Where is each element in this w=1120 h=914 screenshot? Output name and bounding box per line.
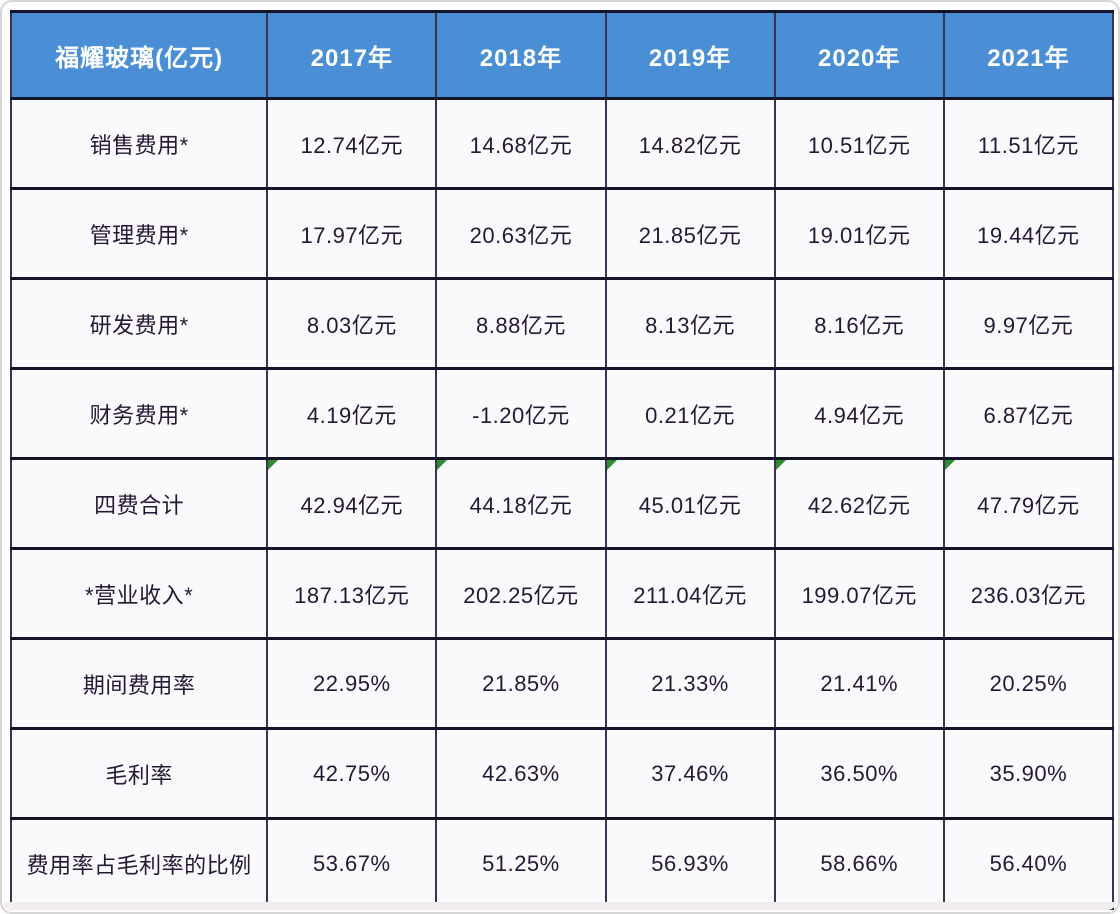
row-label: 费用率占毛利率的比例 <box>9 817 269 910</box>
value-cell: 45.01亿元 <box>604 457 776 550</box>
row-label: 期间费用率 <box>9 637 269 730</box>
value-cell: 199.07亿元 <box>773 547 945 640</box>
value-cell: 21.41% <box>773 637 945 730</box>
year-header-2018: 2018年 <box>435 10 607 100</box>
value-cell: 14.68亿元 <box>435 97 607 190</box>
value-cell: 56.40% <box>942 817 1115 910</box>
value-cell: 12.74亿元 <box>266 97 438 190</box>
value-cell: 42.62亿元 <box>773 457 945 550</box>
value-cell: 42.75% <box>266 727 438 820</box>
value-cell: 4.94亿元 <box>773 367 945 460</box>
row-label: 销售费用* <box>9 97 269 190</box>
row-label: 研发费用* <box>9 277 269 370</box>
table-title-cell: 福耀玻璃(亿元) <box>9 10 269 100</box>
value-cell: 8.03亿元 <box>266 277 438 370</box>
value-cell: 42.94亿元 <box>266 457 438 550</box>
row-label: 财务费用* <box>9 367 269 460</box>
table-row: 销售费用* 12.74亿元 14.68亿元 14.82亿元 10.51亿元 11… <box>9 97 1115 190</box>
value-cell: 35.90% <box>942 727 1115 820</box>
table-row: 四费合计 42.94亿元 44.18亿元 45.01亿元 42.62亿元 47.… <box>9 457 1115 550</box>
value-cell: 58.66% <box>773 817 945 910</box>
value-cell: 21.85亿元 <box>604 187 776 280</box>
bottom-strip <box>4 902 1116 910</box>
value-cell: 202.25亿元 <box>435 547 607 640</box>
table-row: 费用率占毛利率的比例 53.67% 51.25% 56.93% 58.66% 5… <box>9 817 1115 910</box>
year-header-2019: 2019年 <box>604 10 776 100</box>
year-header-2021: 2021年 <box>942 10 1115 100</box>
value-cell: 11.51亿元 <box>942 97 1115 190</box>
value-cell: 22.95% <box>266 637 438 730</box>
value-cell: 53.67% <box>266 817 438 910</box>
value-cell: -1.20亿元 <box>435 367 607 460</box>
value-cell: 20.25% <box>942 637 1115 730</box>
value-cell: 56.93% <box>604 817 776 910</box>
row-label: 四费合计 <box>9 457 269 550</box>
header-row: 福耀玻璃(亿元) 2017年 2018年 2019年 2020年 2021年 <box>9 10 1115 100</box>
table-row: *营业收入* 187.13亿元 202.25亿元 211.04亿元 199.07… <box>9 547 1115 640</box>
table-row: 毛利率 42.75% 42.63% 37.46% 36.50% 35.90% <box>9 727 1115 820</box>
value-cell: 236.03亿元 <box>942 547 1115 640</box>
table-body: 销售费用* 12.74亿元 14.68亿元 14.82亿元 10.51亿元 11… <box>9 97 1115 910</box>
row-label: 管理费用* <box>9 187 269 280</box>
value-cell: 14.82亿元 <box>604 97 776 190</box>
value-cell: 19.01亿元 <box>773 187 945 280</box>
value-cell: 9.97亿元 <box>942 277 1115 370</box>
value-cell: 19.44亿元 <box>942 187 1115 280</box>
value-cell: 36.50% <box>773 727 945 820</box>
value-cell: 17.97亿元 <box>266 187 438 280</box>
table-row: 研发费用* 8.03亿元 8.88亿元 8.13亿元 8.16亿元 9.97亿元 <box>9 277 1115 370</box>
value-cell: 21.33% <box>604 637 776 730</box>
table-row: 期间费用率 22.95% 21.85% 21.33% 21.41% 20.25% <box>9 637 1115 730</box>
value-cell: 20.63亿元 <box>435 187 607 280</box>
value-cell: 47.79亿元 <box>942 457 1115 550</box>
row-label: 毛利率 <box>9 727 269 820</box>
value-cell: 8.16亿元 <box>773 277 945 370</box>
value-cell: 10.51亿元 <box>773 97 945 190</box>
financial-table: 福耀玻璃(亿元) 2017年 2018年 2019年 2020年 2021年 销… <box>9 10 1115 910</box>
value-cell: 8.13亿元 <box>604 277 776 370</box>
value-cell: 0.21亿元 <box>604 367 776 460</box>
row-label: *营业收入* <box>9 547 269 640</box>
value-cell: 8.88亿元 <box>435 277 607 370</box>
value-cell: 21.85% <box>435 637 607 730</box>
table-header: 福耀玻璃(亿元) 2017年 2018年 2019年 2020年 2021年 <box>9 10 1115 100</box>
value-cell: 51.25% <box>435 817 607 910</box>
table-row: 管理费用* 17.97亿元 20.63亿元 21.85亿元 19.01亿元 19… <box>9 187 1115 280</box>
table-row: 财务费用* 4.19亿元 -1.20亿元 0.21亿元 4.94亿元 6.87亿… <box>9 367 1115 460</box>
value-cell: 44.18亿元 <box>435 457 607 550</box>
value-cell: 42.63% <box>435 727 607 820</box>
value-cell: 187.13亿元 <box>266 547 438 640</box>
value-cell: 4.19亿元 <box>266 367 438 460</box>
value-cell: 37.46% <box>604 727 776 820</box>
value-cell: 211.04亿元 <box>604 547 776 640</box>
value-cell: 6.87亿元 <box>942 367 1115 460</box>
year-header-2017: 2017年 <box>266 10 438 100</box>
year-header-2020: 2020年 <box>773 10 945 100</box>
